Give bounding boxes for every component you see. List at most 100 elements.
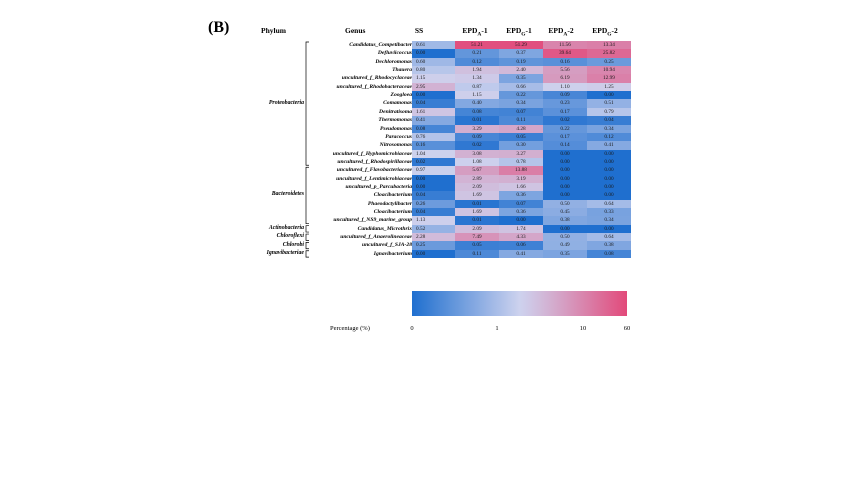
genus-label: Candidatus_Competibacter bbox=[349, 42, 412, 48]
heatmap-cell: 0.14 bbox=[543, 141, 587, 150]
genus-label: uncultured_f_SJA-28 bbox=[361, 242, 412, 249]
heatmap-cell: 0.76 bbox=[412, 132, 455, 142]
heatmap-cell: 2.09 bbox=[455, 224, 499, 234]
color-scale-tick: 1 bbox=[495, 325, 499, 332]
phylum-label: Chloroflexi bbox=[276, 233, 304, 240]
heatmap-cell: 0.51 bbox=[587, 99, 631, 109]
heatmap-cell: 0.25 bbox=[412, 241, 455, 251]
heatmap-cell: 0.34 bbox=[587, 216, 631, 225]
heatmap-cell: 2.28 bbox=[412, 233, 455, 242]
column-header-1: SS bbox=[414, 26, 424, 35]
heatmap-cell: 0.00 bbox=[587, 224, 631, 234]
genus-label: Denitratisoma bbox=[379, 108, 412, 115]
heatmap-cell: 0.33 bbox=[587, 208, 631, 217]
heatmap-cell: 1.69 bbox=[455, 191, 499, 200]
heatmap-cell: 0.36 bbox=[499, 208, 543, 217]
heatmap-cell: 0.00 bbox=[543, 224, 587, 234]
heatmap-cell: 13.88 bbox=[499, 166, 543, 175]
heatmap-cell: 0.50 bbox=[543, 233, 587, 242]
heatmap-cell: 0.52 bbox=[412, 224, 455, 234]
heatmap-cell: 0.00 bbox=[587, 174, 631, 184]
genus-label: uncultured_f_Hyphomicrobiaceae bbox=[332, 150, 412, 157]
heatmap-cell: 0.12 bbox=[455, 57, 499, 67]
genus-label: Comamonas bbox=[383, 100, 412, 107]
heatmap-cell: 0.34 bbox=[587, 124, 631, 134]
genus-label: Ignavibacterium bbox=[373, 250, 412, 257]
heatmap-cell: 1.74 bbox=[499, 224, 543, 234]
genus-label: Defluviicoccus bbox=[377, 50, 412, 57]
heatmap-cell: 0.38 bbox=[543, 216, 587, 225]
genus-header: Genus bbox=[345, 26, 366, 35]
heatmap-cell: 0.25 bbox=[587, 57, 631, 67]
heatmap-cell: 0.04 bbox=[412, 191, 455, 200]
heatmap-cell: 51.21 bbox=[455, 41, 499, 50]
heatmap-cell: 1.15 bbox=[455, 91, 499, 100]
heatmap-cell: 0.60 bbox=[412, 57, 455, 67]
genus-label: uncultured_f_Flavobacteriaceae bbox=[336, 167, 412, 174]
heatmap-cell: 0.08 bbox=[587, 249, 631, 259]
heatmap-cell: 0.06 bbox=[499, 241, 543, 251]
color-scale-tick: 0 bbox=[410, 325, 414, 332]
heatmap-cell: 0.16 bbox=[412, 141, 455, 150]
heatmap-cell: 2.89 bbox=[455, 174, 499, 184]
color-scale-tick: 60 bbox=[623, 325, 631, 332]
heatmap-cell: 0.23 bbox=[543, 99, 587, 109]
genus-label: Zoogloea bbox=[390, 92, 412, 99]
heatmap-cell: 0.40 bbox=[455, 99, 499, 109]
heatmap-cell: 12.99 bbox=[587, 74, 631, 84]
panel-label: (B) bbox=[208, 19, 230, 36]
heatmap-cell: 0.49 bbox=[543, 241, 587, 251]
phylum-label: Actinobacteria bbox=[268, 224, 304, 231]
phylum-bracket bbox=[305, 41, 309, 166]
heatmap-cell: 0.09 bbox=[455, 132, 499, 142]
genus-label: Cloacibacterium bbox=[373, 192, 412, 199]
genus-label: uncultured_f_Rhodobacteraceae bbox=[336, 83, 412, 90]
heatmap-cell: 0.00 bbox=[543, 149, 587, 159]
heatmap-cell: 0.17 bbox=[543, 107, 587, 117]
heatmap-cell: 0.00 bbox=[543, 166, 587, 175]
heatmap-cell: 0.11 bbox=[455, 249, 499, 259]
color-scale-bar bbox=[412, 291, 627, 316]
genus-label: uncultured_f_Lentimicrobiaceae bbox=[336, 175, 412, 182]
heatmap-cell: 0.08 bbox=[455, 107, 499, 117]
heatmap-cell: 0.01 bbox=[455, 216, 499, 225]
heatmap-cell: 0.00 bbox=[412, 249, 455, 259]
heatmap-cell: 4.28 bbox=[499, 124, 543, 134]
genus-label: uncultured_p_Parcubacteria bbox=[345, 183, 412, 190]
heatmap-cell: 0.02 bbox=[543, 116, 587, 125]
heatmap-cell: 0.02 bbox=[455, 141, 499, 150]
heatmap-cell: 2.95 bbox=[412, 82, 455, 92]
heatmap-cell: 0.01 bbox=[455, 116, 499, 125]
phylum-bracket bbox=[305, 242, 309, 250]
heatmap-cell: 0.35 bbox=[499, 74, 543, 84]
genus-label: Nitrosomonas bbox=[379, 142, 412, 149]
heatmap-cell: 1.69 bbox=[455, 208, 499, 217]
heatmap-cell: 25.82 bbox=[587, 49, 631, 58]
genus-label: Cloacibacterium bbox=[373, 209, 412, 215]
heatmap-cell: 4.33 bbox=[499, 233, 543, 242]
heatmap-cell: 0.07 bbox=[499, 107, 543, 117]
phylum-header: Phylum bbox=[261, 26, 287, 35]
heatmap-cell: 3.19 bbox=[499, 174, 543, 184]
heatmap-cell: 1.10 bbox=[543, 82, 587, 92]
heatmap-cell: 10.94 bbox=[587, 66, 631, 75]
genus-label: uncultured_f_Anaerolineaceae bbox=[340, 234, 412, 241]
heatmap-cell: 0.04 bbox=[587, 116, 631, 125]
heatmap-cell: 1.25 bbox=[587, 82, 631, 92]
heatmap-cell: 0.37 bbox=[499, 49, 543, 58]
heatmap-cell: 5.56 bbox=[543, 66, 587, 75]
heatmap-cell: 0.38 bbox=[587, 241, 631, 251]
genus-label: uncultured_f_NS9_marine_group bbox=[333, 217, 412, 224]
heatmap-cell: 0.00 bbox=[587, 182, 631, 192]
heatmap-cell: 0.61 bbox=[412, 41, 455, 50]
phylum-label: Bacteroidetes bbox=[271, 191, 304, 198]
heatmap-cell: 0.00 bbox=[543, 182, 587, 192]
heatmap-cell: 0.41 bbox=[412, 116, 455, 125]
genus-label: Thauera bbox=[392, 67, 412, 74]
heatmap-cell: 0.05 bbox=[455, 241, 499, 251]
genus-label: Candidatus_Microthrix bbox=[357, 225, 412, 232]
heatmap-cell: 39.64 bbox=[543, 49, 587, 58]
genus-label: Thermomonas bbox=[378, 117, 412, 124]
heatmap-cell: 13.34 bbox=[587, 41, 631, 50]
heatmap-cell: 0.02 bbox=[412, 157, 455, 167]
